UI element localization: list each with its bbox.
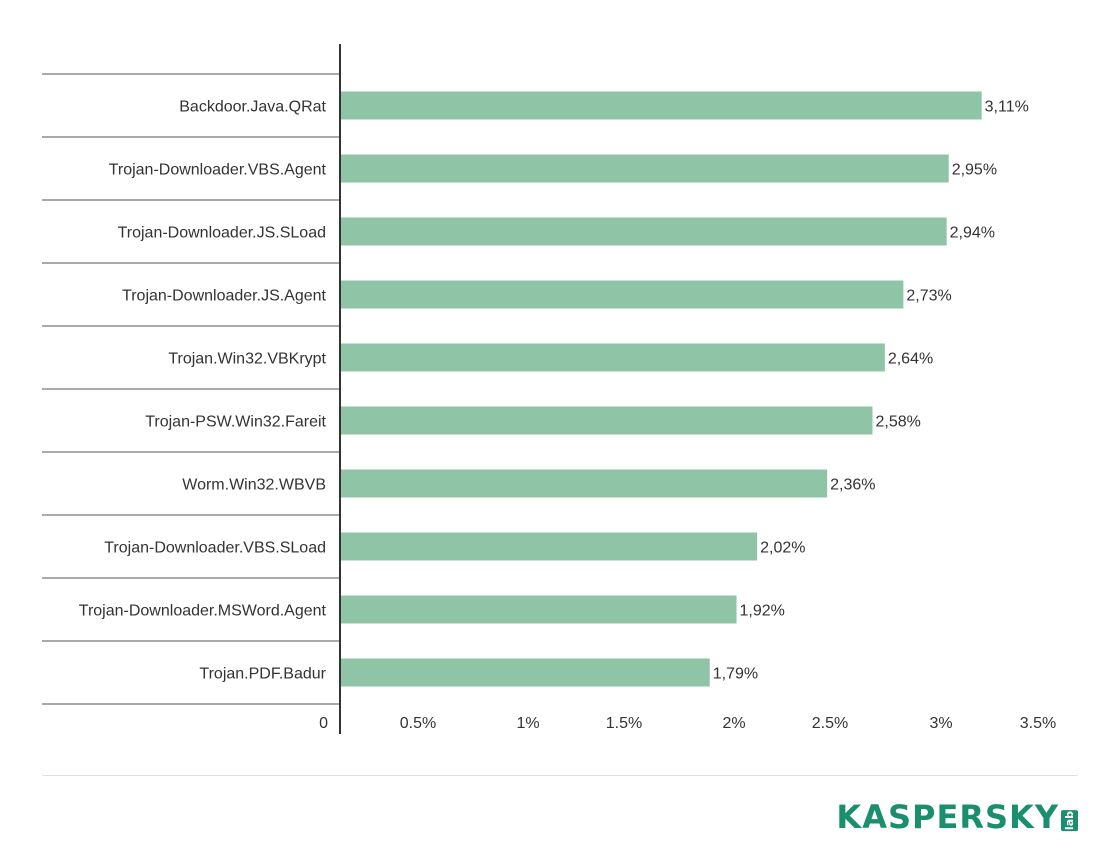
bar-chart: Backdoor.Java.QRat Trojan-Downloader.VBS.…: [42, 44, 1056, 734]
category-label: Trojan.PDF.Badur: [199, 666, 326, 683]
value-label: 1,79%: [713, 666, 758, 683]
bar: [341, 658, 710, 687]
x-tick-label: 1.5%: [606, 715, 642, 732]
bar: [341, 280, 904, 309]
x-tick-label: 0: [319, 715, 328, 732]
category-label: Trojan-Downloader.JS.SLoad: [118, 225, 326, 242]
value-labels: 3,11% 2,95% 2,94% 2,73% 2,64% 2,58% 2,36% 2,02%…: [713, 99, 1029, 683]
x-tick-label: 3.5%: [1020, 715, 1056, 732]
value-label: 2,94%: [950, 225, 995, 242]
value-label: 2,02%: [760, 540, 805, 557]
x-tick-labels: 0 0.5% 1% 1.5% 2% 2.5% 3% 3.5%: [319, 715, 1056, 732]
value-label: 2,73%: [906, 288, 951, 305]
category-label: Trojan-Downloader.VBS.SLoad: [104, 540, 326, 557]
category-label: Backdoor.Java.QRat: [179, 99, 326, 116]
category-labels: Backdoor.Java.QRat Trojan-Downloader.VBS.…: [79, 99, 327, 683]
category-label: Trojan-PSW.Win32.Fareit: [145, 414, 326, 431]
row-separators: [42, 73, 340, 705]
logo-wordmark: KASPERSKY: [836, 798, 1059, 836]
bar: [341, 343, 885, 372]
value-label: 1,92%: [740, 603, 785, 620]
category-label: Worm.Win32.WBVB: [182, 477, 326, 494]
value-label: 2,95%: [952, 162, 997, 179]
bar: [341, 595, 737, 624]
value-label: 2,64%: [888, 351, 933, 368]
category-label: Trojan-Downloader.JS.Agent: [122, 288, 327, 305]
bar: [341, 154, 949, 183]
value-label: 2,58%: [875, 414, 920, 431]
x-tick-label: 1%: [516, 715, 539, 732]
x-tick-label: 2.5%: [812, 715, 848, 732]
bar: [341, 217, 947, 246]
bar: [341, 469, 828, 498]
value-label: 2,36%: [830, 477, 875, 494]
x-tick-label: 0.5%: [400, 715, 436, 732]
bar: [341, 532, 758, 561]
footer-divider: [42, 775, 1078, 776]
category-label: Trojan-Downloader.MSWord.Agent: [79, 603, 327, 620]
kaspersky-lab-logo: KASPERSKY lab: [836, 797, 1078, 837]
x-tick-label: 3%: [929, 715, 952, 732]
x-tick-label: 2%: [722, 715, 745, 732]
bar: [341, 91, 982, 120]
logo-lab-badge: lab: [1061, 809, 1078, 831]
value-label: 3,11%: [985, 99, 1029, 116]
category-label: Trojan.Win32.VBKrypt: [168, 351, 326, 368]
bar: [341, 406, 873, 435]
bars: [341, 91, 982, 687]
category-label: Trojan-Downloader.VBS.Agent: [109, 162, 327, 179]
